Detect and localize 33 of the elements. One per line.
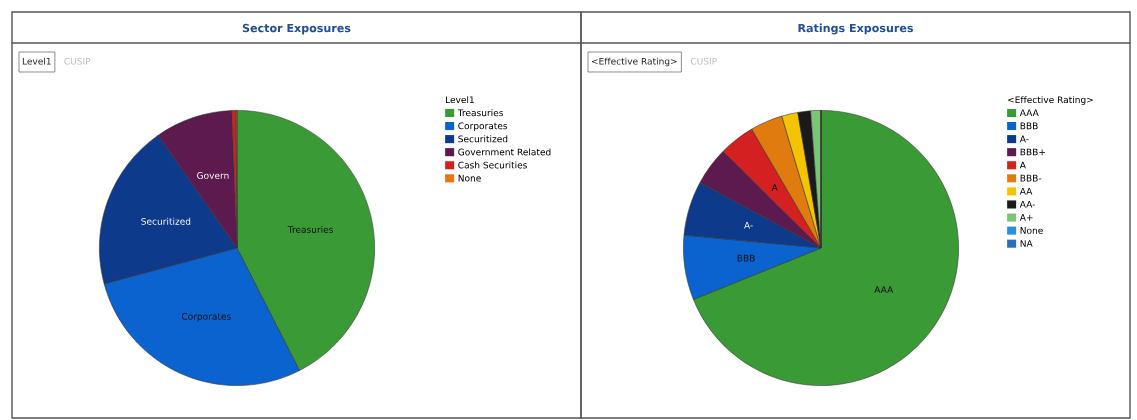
legend-label: Treasuries [457,109,503,117]
legend-label: Cash Securities [458,161,527,169]
legend-label: None [1020,227,1043,234]
text: <Effective Rating> [591,57,677,67]
legend-label: AA [1019,187,1033,195]
legend-label: BBB+ [1020,148,1045,156]
legend-label: Securitized [458,135,508,143]
legend-label: Corporates [458,122,508,132]
legend-label: A- [1019,135,1029,143]
text: Level1 [22,57,51,65]
chart-title: Sector Exposures [242,23,351,35]
legend-label: Government Related [458,148,551,156]
legend-label: A+ [1019,214,1033,221]
legend-label: None [458,174,481,182]
text: CUSIP [690,57,717,65]
slice-label: BBB [737,254,755,262]
slice-label: Securitized [141,217,191,225]
legend-title: Level1 [446,96,474,104]
slice-label: AAA [874,286,894,293]
slice-label: A- [744,221,753,229]
legend-label: AAA [1019,109,1039,117]
slice-label: Treasuries [287,225,333,233]
legend-label: AA- [1019,200,1035,208]
text: Govern [197,172,229,179]
slice-label: Corporates [181,312,231,322]
legend-label: BBB [1020,122,1038,130]
legend-label: A [1019,161,1026,169]
chart-title: Ratings Exposures [798,23,913,35]
legend-label: BBB- [1020,174,1042,182]
legend-label: NA [1020,240,1033,247]
legend-title: <Effective Rating> [1008,96,1093,105]
slice-label: A [771,184,778,191]
text: CUSIP [64,57,91,65]
